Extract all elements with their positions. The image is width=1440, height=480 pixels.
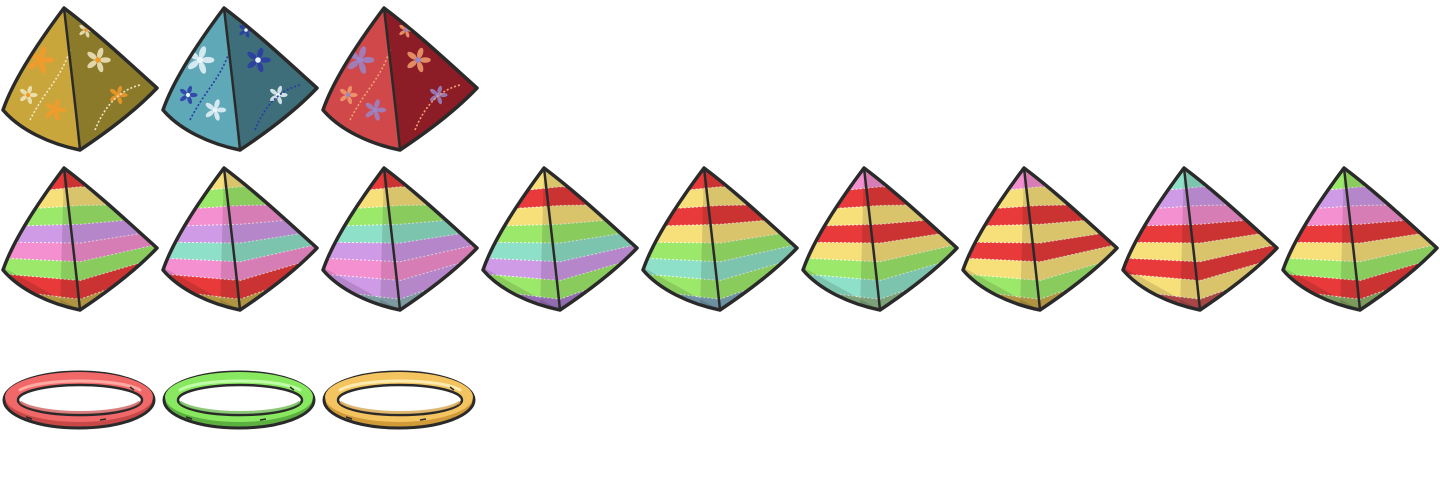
- ring-2: [160, 320, 320, 480]
- striped-bag-3: [320, 160, 480, 320]
- ring-1: [0, 320, 160, 480]
- batik-bag-1: [0, 0, 160, 160]
- striped-bag-9: [1280, 160, 1440, 320]
- striped-bag-2: [160, 160, 320, 320]
- striped-bag-7: [960, 160, 1120, 320]
- batik-bag-2: [160, 0, 320, 160]
- striped-bag-5: [640, 160, 800, 320]
- ring-3: [320, 320, 480, 480]
- striped-bag-6: [800, 160, 960, 320]
- striped-bag-8: [1120, 160, 1280, 320]
- striped-bag-1: [0, 160, 160, 320]
- striped-bag-4: [480, 160, 640, 320]
- batik-bag-3: [320, 0, 480, 160]
